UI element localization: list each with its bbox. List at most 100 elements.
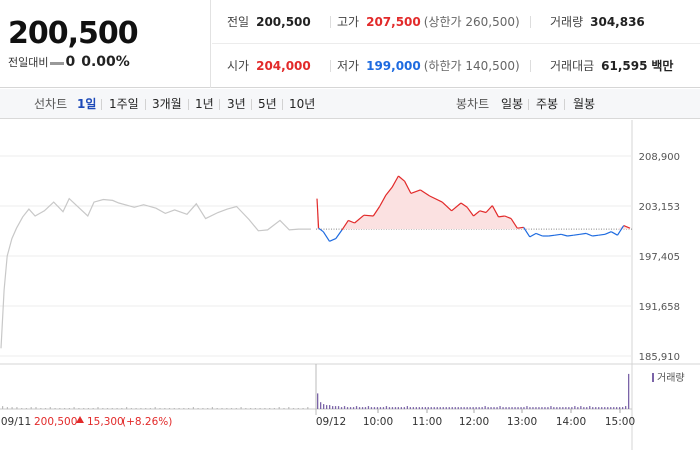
volume-bar xyxy=(188,408,190,409)
volume-bar xyxy=(628,373,630,409)
tab-monthly-candle[interactable]: 월봉 xyxy=(573,97,596,111)
y-tick-label: 203,153 xyxy=(639,202,680,213)
volume-bar xyxy=(448,407,450,410)
volume-legend-swatch xyxy=(652,373,654,382)
tab-1year[interactable]: 1년 xyxy=(195,97,214,111)
series-today-segment xyxy=(517,226,524,229)
volume-bar xyxy=(463,407,465,410)
x-tick-label: 09/11 xyxy=(1,416,31,428)
current-price: 200,500 xyxy=(8,16,139,51)
volume-bar xyxy=(412,407,414,410)
volume-bar xyxy=(556,407,558,410)
volume-bar xyxy=(373,407,376,410)
volume-bar xyxy=(25,408,27,409)
amount-unit: 백만 xyxy=(651,59,674,73)
volume-bar xyxy=(592,407,594,410)
series-today-segment xyxy=(567,234,574,237)
series-today-segment xyxy=(460,202,468,208)
volume-bar xyxy=(475,407,477,410)
line-chart-label: 선차트 xyxy=(34,97,68,111)
up-area-fill xyxy=(317,176,630,230)
volume-bar xyxy=(145,408,147,409)
volume-bar xyxy=(54,408,56,409)
volume-bar xyxy=(466,407,468,410)
volume-bar xyxy=(340,407,343,410)
series-today-segment xyxy=(504,215,512,220)
volume-bar xyxy=(64,408,66,409)
volume-bar xyxy=(197,408,199,409)
volume-bar xyxy=(538,407,540,410)
volume-bar xyxy=(583,407,585,410)
volume-bar xyxy=(216,408,218,409)
change-value: 0 xyxy=(65,54,76,70)
volume-bar xyxy=(523,407,525,410)
stat-low: 저가 199,000 (하한가 140,500) xyxy=(337,59,520,73)
series-today-segment xyxy=(372,206,381,217)
tab-10year[interactable]: 10년 xyxy=(289,97,316,111)
change-row: 전일대비 0 0.00% xyxy=(8,54,130,70)
quote-header: 200,500 전일대비 0 0.00% 전일 200,500 고가 207,500 (상… xyxy=(0,0,700,88)
volume-bar xyxy=(35,407,37,410)
volume-bar xyxy=(457,407,459,410)
volume-bar xyxy=(406,406,408,409)
volume-bar xyxy=(307,407,309,410)
intraday-line-chart: 208,900 203,153 197,405 191,658 185,910 거래량 09… xyxy=(0,120,700,450)
series-today-segment xyxy=(616,225,625,236)
series-today-segment xyxy=(451,202,462,212)
stat-open: 시가 204,000 xyxy=(227,59,311,73)
tab-weekly-candle[interactable]: 주봉 xyxy=(536,97,559,111)
volume-bar xyxy=(487,407,489,410)
series-today-segment xyxy=(579,232,587,235)
volume-bar xyxy=(388,407,391,410)
tab-daily-candle[interactable]: 일봉 xyxy=(501,97,524,111)
volume-bar xyxy=(361,407,364,410)
volume-bar xyxy=(183,408,185,409)
x-tick-label: 15:00 xyxy=(605,416,635,428)
volume-bar xyxy=(616,407,618,410)
volume-bar xyxy=(478,407,480,410)
low-value: 199,000 xyxy=(366,59,421,73)
volume-bar xyxy=(40,408,42,409)
tab-1day[interactable]: 1일 xyxy=(77,97,97,111)
volume-bar xyxy=(87,408,89,409)
volume-bar xyxy=(278,407,280,410)
volume-bar xyxy=(230,408,233,409)
volume-bar xyxy=(430,407,432,410)
volume-bar xyxy=(332,406,334,409)
up-arrow-icon xyxy=(76,416,84,423)
series-today-segment xyxy=(535,232,543,237)
volume-bar xyxy=(520,407,522,410)
change-percent: 0.00% xyxy=(81,54,130,70)
volume-bar xyxy=(550,406,552,409)
upper-limit: (상한가 260,500) xyxy=(423,15,520,29)
volume-bar xyxy=(409,407,411,410)
volume-bar xyxy=(397,407,399,410)
volume-bar xyxy=(116,408,118,409)
volume-bar xyxy=(496,407,498,410)
price-chart: 208,900 203,153 197,405 191,658 185,910 거래량 09… xyxy=(0,120,700,450)
tab-1week[interactable]: 1주일 xyxy=(109,97,139,111)
y-tick-label: 208,900 xyxy=(639,152,680,163)
volume-bar xyxy=(73,407,75,410)
volume-bar xyxy=(6,407,8,410)
volume-bar xyxy=(418,407,420,410)
tab-5year[interactable]: 5년 xyxy=(258,97,277,111)
volume-bar xyxy=(168,408,171,409)
volume-bar xyxy=(553,407,555,410)
volume-bar xyxy=(514,407,516,410)
volume-bar xyxy=(421,407,423,410)
volume-bar xyxy=(273,408,275,409)
volume-bar xyxy=(436,407,438,410)
volume-bar xyxy=(460,407,462,410)
series-today-segment xyxy=(523,226,531,238)
volume-bar xyxy=(320,402,322,409)
tab-3month[interactable]: 3개월 xyxy=(152,97,182,111)
volume-bar xyxy=(235,408,237,409)
volume-bar xyxy=(598,407,600,410)
series-today-segment xyxy=(391,175,399,188)
amount-value: 61,595 xyxy=(601,59,648,73)
volume-bar xyxy=(2,406,4,409)
volume-bar xyxy=(259,408,261,409)
tab-3year[interactable]: 3년 xyxy=(227,97,246,111)
stats-row-1: 전일 200,500 고가 207,500 (상한가 260,500) 거래량 304,… xyxy=(212,0,700,44)
